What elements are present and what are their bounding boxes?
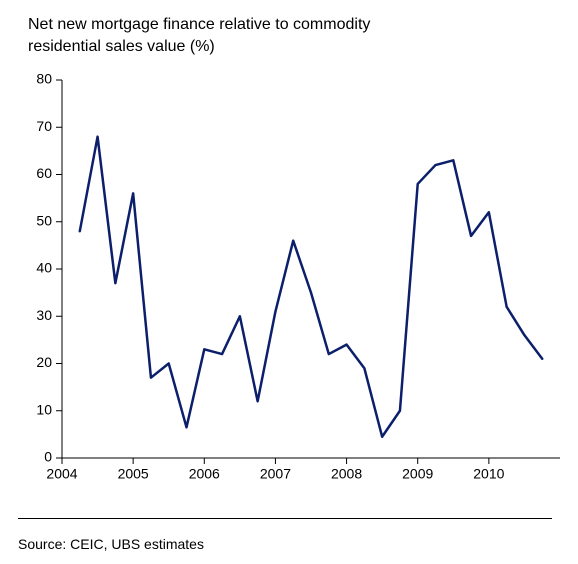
title-line-2: residential sales value (%) xyxy=(28,38,215,55)
y-tick-label: 0 xyxy=(44,449,52,465)
x-tick-label: 2005 xyxy=(118,465,149,481)
data-series-line xyxy=(80,137,542,437)
x-tick-label: 2006 xyxy=(189,465,220,481)
y-tick-label: 40 xyxy=(36,260,52,276)
y-tick-label: 20 xyxy=(36,354,52,370)
source-text: Source: CEIC, UBS estimates xyxy=(18,536,204,552)
x-tick-label: 2004 xyxy=(46,465,77,481)
title-line-1: Net new mortgage finance relative to com… xyxy=(28,16,370,33)
y-tick-label: 60 xyxy=(36,165,52,181)
x-tick-label: 2009 xyxy=(402,465,433,481)
y-tick-label: 10 xyxy=(36,401,52,417)
footer-rule xyxy=(18,518,552,519)
x-tick-label: 2007 xyxy=(260,465,291,481)
y-tick-label: 50 xyxy=(36,212,52,228)
plot-area: 0 10 20 30 40 50 60 70 80 2004 2005 2006 2007 2008 200… xyxy=(0,60,578,500)
chart-title: Net new mortgage finance relative to com… xyxy=(28,14,370,58)
y-tick-label: 70 xyxy=(36,118,52,134)
y-tick-label: 80 xyxy=(36,71,52,87)
y-tick-label: 30 xyxy=(36,307,52,323)
x-tick-label: 2008 xyxy=(331,465,362,481)
x-tick-label: 2010 xyxy=(473,465,504,481)
chart-container: Net new mortgage finance relative to com… xyxy=(0,0,578,564)
line-chart-svg: 0 10 20 30 40 50 60 70 80 2004 2005 2006 2007 2008 200… xyxy=(0,60,578,500)
